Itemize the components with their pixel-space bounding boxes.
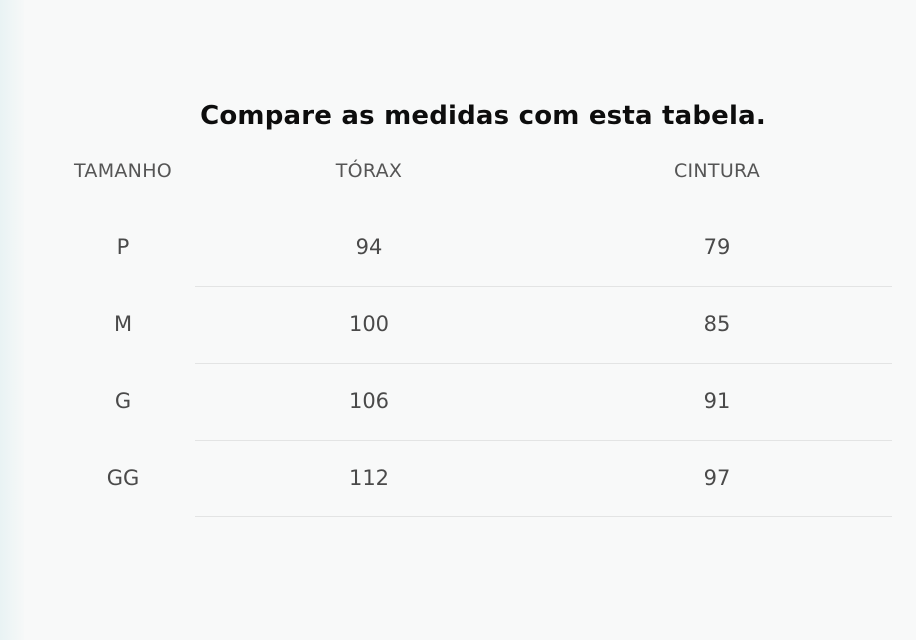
row-divider <box>195 286 892 287</box>
cell-cintura: 97 <box>703 466 731 490</box>
header-cintura: CINTURA <box>673 160 761 182</box>
cell-cintura: 91 <box>703 389 731 413</box>
cell-cintura: 79 <box>703 235 731 259</box>
row-divider <box>195 440 892 441</box>
cell-size: M <box>113 312 133 336</box>
page-title: Compare as medidas com esta tabela. <box>200 101 766 131</box>
cell-cintura: 85 <box>703 312 731 336</box>
header-torax: TÓRAX <box>335 160 403 182</box>
cell-torax: 100 <box>348 312 390 336</box>
row-divider <box>195 516 892 517</box>
left-edge-strip <box>0 0 24 640</box>
cell-size: G <box>114 389 132 413</box>
cell-torax: 112 <box>348 466 390 490</box>
cell-torax: 94 <box>355 235 383 259</box>
cell-torax: 106 <box>348 389 390 413</box>
cell-size: P <box>116 235 130 259</box>
header-tamanho: TAMANHO <box>73 160 173 182</box>
cell-size: GG <box>106 466 140 490</box>
row-divider <box>195 363 892 364</box>
